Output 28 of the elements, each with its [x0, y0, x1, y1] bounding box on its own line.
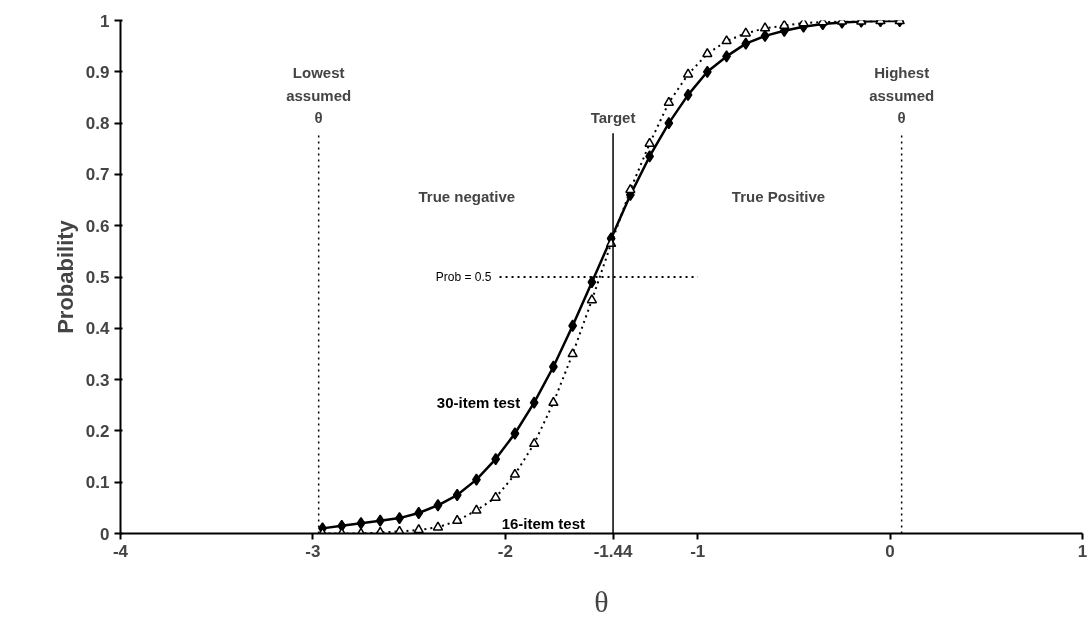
ref-line-label: Target	[590, 108, 636, 126]
annotation: True negative	[418, 187, 516, 205]
x-tick-label: -1	[690, 541, 706, 561]
y-tick-label: 0.7	[85, 165, 110, 185]
y-tick-label: 0.1	[85, 473, 110, 493]
series-label: 30-item test	[436, 394, 521, 412]
series-label: 16-item test	[501, 515, 586, 533]
x-tick-label: 0	[885, 541, 895, 561]
y-tick-label: 0.3	[85, 370, 110, 390]
y-tick-label: 1	[100, 11, 110, 31]
series-label: Prob = 0.5	[435, 270, 492, 284]
y-tick-label: 0.6	[85, 216, 110, 236]
x-tick-label: 1	[1077, 541, 1088, 561]
ref-line-label: Highest assumed θ	[869, 64, 935, 126]
y-tick-label: 0.4	[85, 319, 111, 339]
y-tick-label: 0.9	[85, 62, 110, 82]
annotation: True Positive	[731, 187, 826, 205]
x-axis-title: θ	[594, 584, 609, 618]
y-tick-label: 0.5	[85, 268, 110, 287]
y-tick-label: 0.8	[85, 114, 110, 134]
x-tick-label: -2	[497, 541, 513, 561]
y-axis-title: Probability	[52, 219, 78, 334]
y-tick-label: 0.2	[85, 421, 110, 441]
ref-line-label: Lowest assumed θ	[286, 64, 352, 126]
x-tick-label: -1.44	[593, 541, 633, 561]
y-tick-label: 0	[100, 524, 110, 544]
x-tick-label: -3	[305, 541, 321, 561]
x-tick-label: -4	[112, 541, 129, 561]
